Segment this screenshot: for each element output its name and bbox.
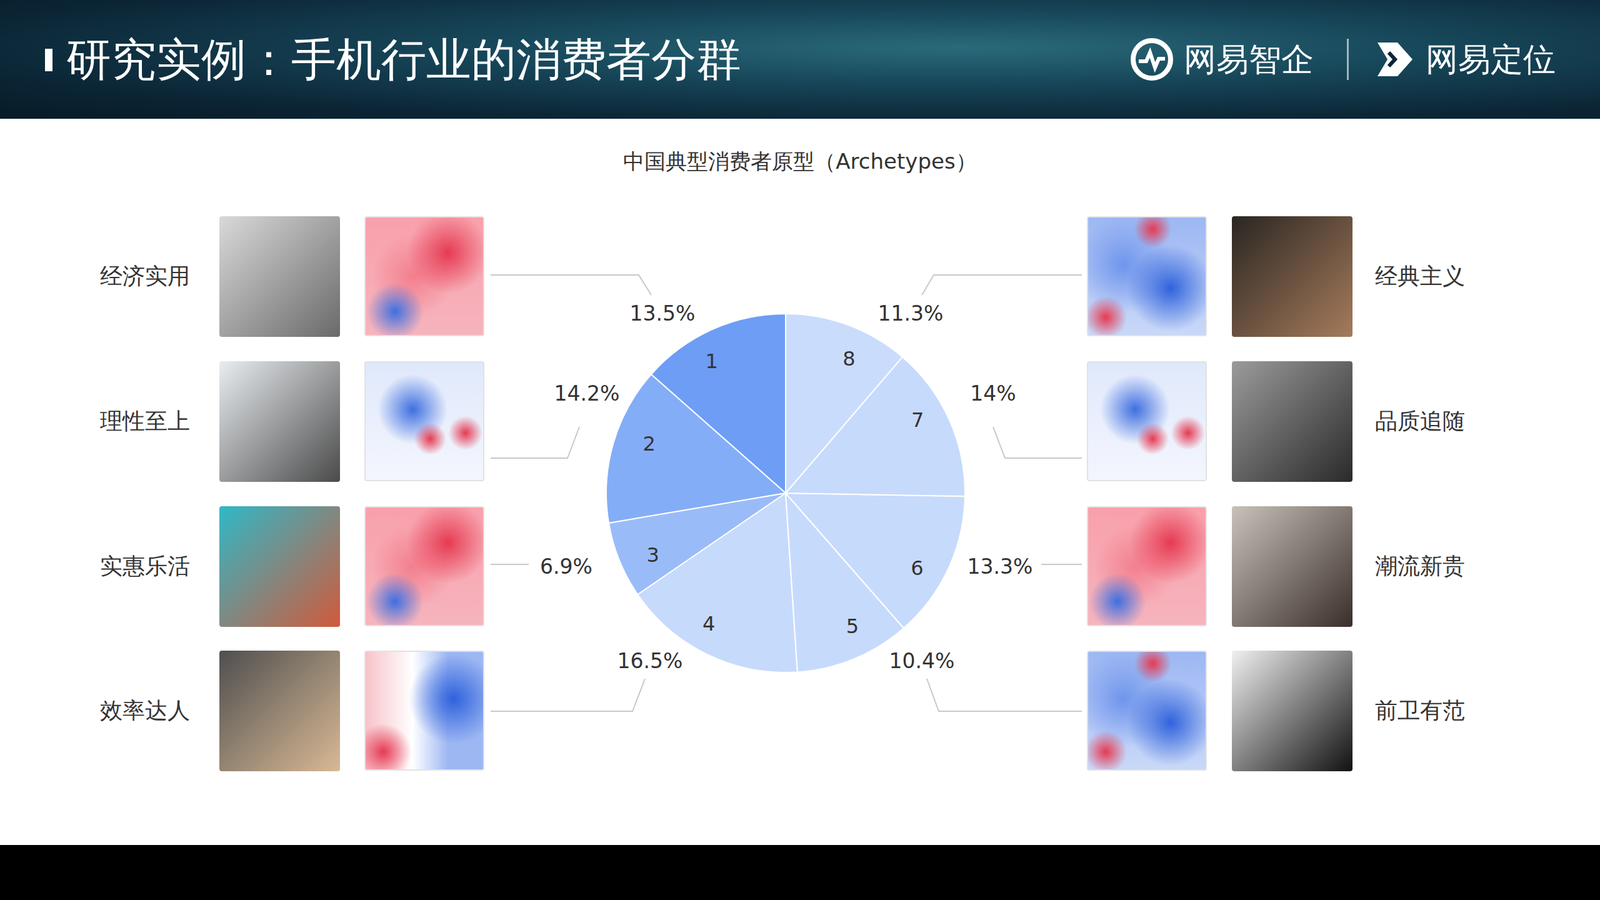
- html-text:效率达人: 效率达人: [100, 697, 190, 724]
- svg-text:1: 1: [705, 349, 719, 374]
- svg-text:5: 5: [846, 614, 859, 639]
- html-text:实惠乐活: 实惠乐活: [100, 553, 190, 579]
- svg-text:16.5%: 16.5%: [617, 648, 684, 674]
- svg-text:6: 6: [910, 556, 924, 580]
- svg-text:11.3%: 11.3%: [878, 301, 944, 326]
- html-text:网易智企: 网易智企: [1183, 40, 1314, 79]
- svg-text:中国典型消费者原型（Archetypes）: 中国典型消费者原型（Archetypes）: [623, 148, 977, 174]
- svg-text:8: 8: [842, 346, 855, 371]
- svg-text:10.4%: 10.4%: [889, 648, 955, 674]
- svg-text:13.3%: 13.3%: [967, 554, 1034, 579]
- html-text:潮流新贵: 潮流新贵: [1375, 553, 1465, 579]
- html-text:研究实例：手机行业的消费者分群: 研究实例：手机行业的消费者分群: [66, 33, 742, 86]
- svg-text:14%: 14%: [970, 381, 1016, 406]
- svg-text:6.9%: 6.9%: [540, 554, 593, 579]
- svg-text:2: 2: [642, 431, 655, 456]
- html-text:经典主义: 经典主义: [1375, 263, 1465, 289]
- html-text:品质追随: 品质追随: [1375, 408, 1465, 434]
- html-text:网易定位: 网易定位: [1425, 40, 1556, 79]
- svg-text:14.2%: 14.2%: [554, 381, 620, 406]
- svg-text:13.5%: 13.5%: [630, 301, 696, 326]
- svg-text:4: 4: [702, 611, 715, 636]
- svg-text:7: 7: [911, 408, 924, 432]
- html-text:理性至上: 理性至上: [100, 408, 190, 434]
- html-text:前卫有范: 前卫有范: [1375, 697, 1465, 724]
- svg-text:3: 3: [646, 543, 660, 567]
- html-text:经济实用: 经济实用: [100, 263, 190, 289]
